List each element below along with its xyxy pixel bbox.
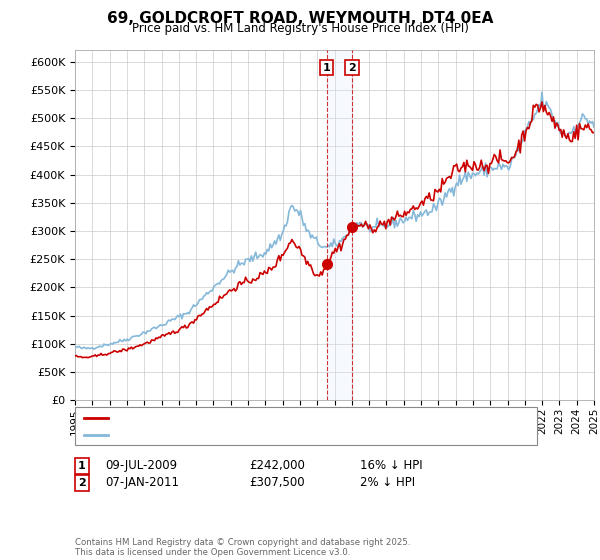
Text: 2: 2 [78,478,86,488]
Text: £242,000: £242,000 [249,459,305,473]
Text: 69, GOLDCROFT ROAD, WEYMOUTH, DT4 0EA: 69, GOLDCROFT ROAD, WEYMOUTH, DT4 0EA [107,11,493,26]
Text: £307,500: £307,500 [249,476,305,489]
Text: 07-JAN-2011: 07-JAN-2011 [105,476,179,489]
Text: Contains HM Land Registry data © Crown copyright and database right 2025.
This d: Contains HM Land Registry data © Crown c… [75,538,410,557]
Text: 2: 2 [348,63,356,73]
Text: 2% ↓ HPI: 2% ↓ HPI [360,476,415,489]
Text: Price paid vs. HM Land Registry's House Price Index (HPI): Price paid vs. HM Land Registry's House … [131,22,469,35]
Text: 09-JUL-2009: 09-JUL-2009 [105,459,177,473]
Bar [326,50,352,400]
Text: HPI: Average price, detached house, Dorset: HPI: Average price, detached house, Dors… [112,430,351,440]
Text: 1: 1 [323,63,331,73]
Text: 69, GOLDCROFT ROAD, WEYMOUTH, DT4 0EA (detached house): 69, GOLDCROFT ROAD, WEYMOUTH, DT4 0EA (d… [112,413,461,423]
Text: 16% ↓ HPI: 16% ↓ HPI [360,459,422,473]
Text: 1: 1 [78,461,86,471]
